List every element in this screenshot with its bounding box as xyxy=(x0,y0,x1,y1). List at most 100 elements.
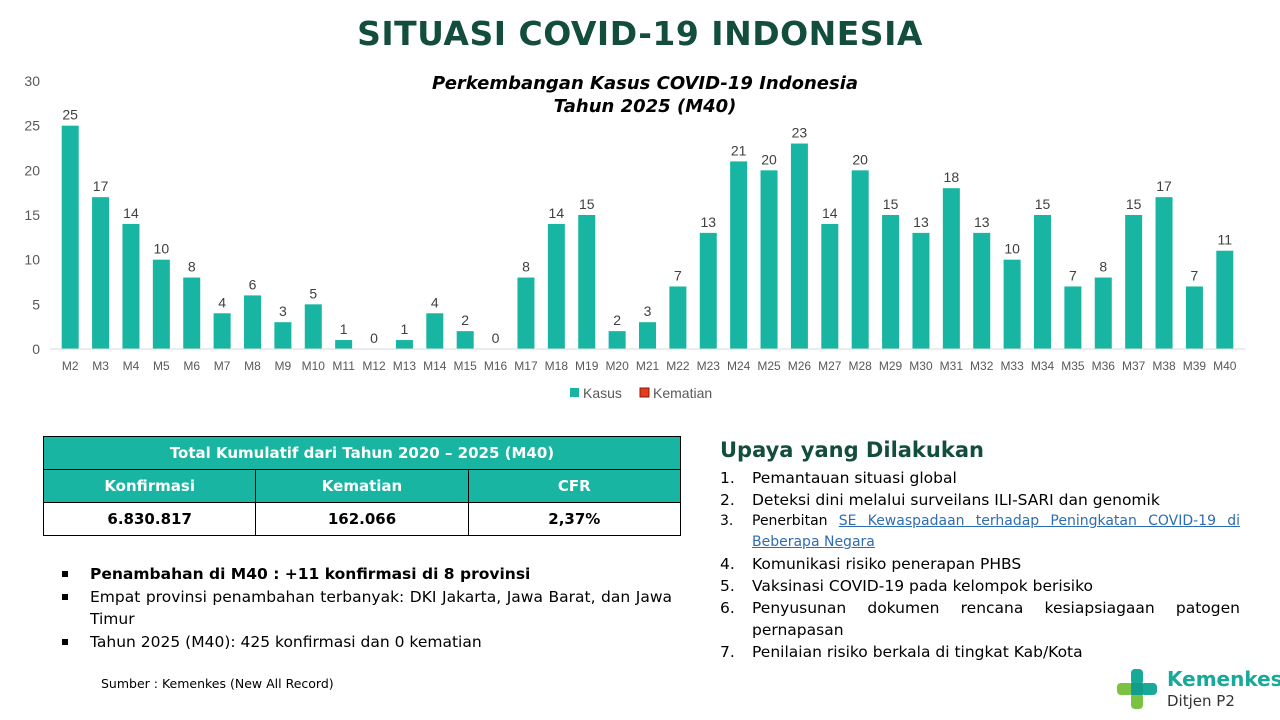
bar xyxy=(669,286,687,349)
action-text: Penyusunan dokumen rencana kesiapsiagaan… xyxy=(752,599,1240,639)
bar xyxy=(760,170,778,349)
bar-labels: 2517141084635101420814152371321202314201… xyxy=(62,107,1232,346)
action-number: 7. xyxy=(720,643,735,661)
action-item: 7. Penilaian risiko berkala di tingkat Ka… xyxy=(720,641,1240,663)
x-tick-label: M37 xyxy=(1122,359,1146,373)
bar-value-label: 7 xyxy=(1191,267,1199,283)
bar xyxy=(1155,197,1173,349)
y-tick-label: 30 xyxy=(24,73,40,89)
bar xyxy=(851,170,869,349)
action-number: 2. xyxy=(720,491,735,509)
action-item: 4. Komunikasi risiko penerapan PHBS xyxy=(720,553,1240,575)
bar xyxy=(912,232,930,349)
x-tick-label: M13 xyxy=(393,359,417,373)
note-item: Tahun 2025 (M40): 425 konfirmasi dan 0 k… xyxy=(62,631,672,653)
bar-value-label: 20 xyxy=(852,151,868,167)
bar-value-label: 2 xyxy=(613,312,621,328)
y-tick-label: 25 xyxy=(24,118,40,134)
action-item: 2. Deteksi dini melalui surveilans ILI-SA… xyxy=(720,489,1240,511)
bar xyxy=(274,322,292,349)
bar xyxy=(1034,215,1051,349)
summary-table: Total Kumulatif dari Tahun 2020 – 2025 (… xyxy=(42,436,682,536)
bar-value-label: 5 xyxy=(309,285,317,301)
x-tick-label: M15 xyxy=(454,359,478,373)
bar-value-label: 13 xyxy=(974,214,990,230)
bar xyxy=(213,313,231,349)
bar xyxy=(335,340,353,349)
bar-value-label: 0 xyxy=(492,330,500,346)
y-tick-label: 10 xyxy=(24,252,40,268)
y-tick-label: 15 xyxy=(24,207,40,223)
value-cfr: 2,37% xyxy=(467,502,682,536)
bar-value-label: 2 xyxy=(461,312,469,328)
x-tick-label: M36 xyxy=(1092,359,1116,373)
x-tick-label: M34 xyxy=(1031,359,1055,373)
header-cfr: CFR xyxy=(467,469,682,503)
bar-value-label: 10 xyxy=(1004,241,1020,257)
x-tick-label: M18 xyxy=(545,359,569,373)
action-number: 3. xyxy=(720,513,734,529)
bar-value-label: 20 xyxy=(761,151,777,167)
bar-value-label: 10 xyxy=(154,241,170,257)
x-tick-label: M3 xyxy=(92,359,109,373)
x-tick-label: M10 xyxy=(302,359,326,373)
bar xyxy=(1003,259,1021,349)
x-tick-label: M26 xyxy=(788,359,812,373)
bar xyxy=(973,232,991,349)
bar-value-label: 8 xyxy=(1099,259,1107,275)
x-tick-label: M9 xyxy=(275,359,292,373)
x-tick-label: M14 xyxy=(423,359,447,373)
notes-list: Penambahan di M40 : +11 konfirmasi di 8 … xyxy=(62,563,672,654)
bar-value-label: 1 xyxy=(401,321,409,337)
chart-title-main: Perkembangan Kasus COVID-19 Indonesia xyxy=(431,73,859,94)
bar xyxy=(426,313,444,349)
bar xyxy=(395,340,413,349)
bar-value-label: 15 xyxy=(579,196,595,212)
action-text: Pemantauan situasi global xyxy=(752,469,957,487)
x-tick-label: M35 xyxy=(1061,359,1085,373)
y-axis: 0 5 10 15 20 25 30 xyxy=(24,73,40,357)
y-tick-label: 0 xyxy=(32,341,40,357)
bar-value-label: 6 xyxy=(249,276,257,292)
y-tick-label: 20 xyxy=(24,162,40,178)
x-tick-label: M23 xyxy=(697,359,721,373)
x-tick-label: M22 xyxy=(666,359,690,373)
bar xyxy=(942,188,960,349)
actions-title: Upaya yang Dilakukan xyxy=(720,438,984,462)
bar-value-label: 4 xyxy=(431,294,439,310)
action-number: 5. xyxy=(720,577,735,595)
source-note: Sumber : Kemenkes (New All Record) xyxy=(101,676,334,691)
x-tick-label: M25 xyxy=(757,359,781,373)
bar xyxy=(699,232,717,349)
bar-value-label: 7 xyxy=(674,267,682,283)
bar xyxy=(183,277,201,349)
x-axis-labels: M2 M3 M4 M5 M6 M7 M8 M9 M10 M11 M12 M13 M14 M15 M16 M17… xyxy=(62,359,1237,373)
x-tick-label: M21 xyxy=(636,359,660,373)
x-tick-label: M8 xyxy=(244,359,261,373)
x-tick-label: M24 xyxy=(727,359,751,373)
chart-title: Perkembangan Kasus COVID-19 Indonesia Ta… xyxy=(340,72,950,118)
bar xyxy=(1216,250,1234,349)
chart-subtitle: Tahun 2025 (M40) xyxy=(553,96,737,117)
x-tick-label: M4 xyxy=(123,359,140,373)
bar-value-label: 14 xyxy=(123,205,139,221)
bar xyxy=(578,215,596,349)
bar xyxy=(456,331,474,349)
bar xyxy=(1125,215,1143,349)
action-number: 4. xyxy=(720,555,735,573)
kemenkes-logo-icon xyxy=(1117,669,1157,709)
bar xyxy=(639,322,656,349)
bar xyxy=(61,125,79,350)
x-tick-label: M7 xyxy=(214,359,231,373)
bar-value-label: 25 xyxy=(62,107,78,123)
page-title: SITUASI COVID-19 INDONESIA xyxy=(357,14,923,53)
se-kewaspadaan-link[interactable]: SE Kewaspadaan terhadap Peningkatan COVI… xyxy=(752,513,1240,550)
logo-subtitle: Ditjen P2 xyxy=(1167,692,1235,710)
bar-value-label: 15 xyxy=(1035,196,1051,212)
value-kematian: 162.066 xyxy=(255,502,469,536)
x-tick-label: M28 xyxy=(849,359,873,373)
x-tick-label: M30 xyxy=(909,359,933,373)
kemenkes-logo: Kemenkes Ditjen P2 xyxy=(1113,665,1280,715)
action-item: 5. Vaksinasi COVID-19 pada kelompok beris… xyxy=(720,575,1240,597)
bar-value-label: 15 xyxy=(883,196,899,212)
